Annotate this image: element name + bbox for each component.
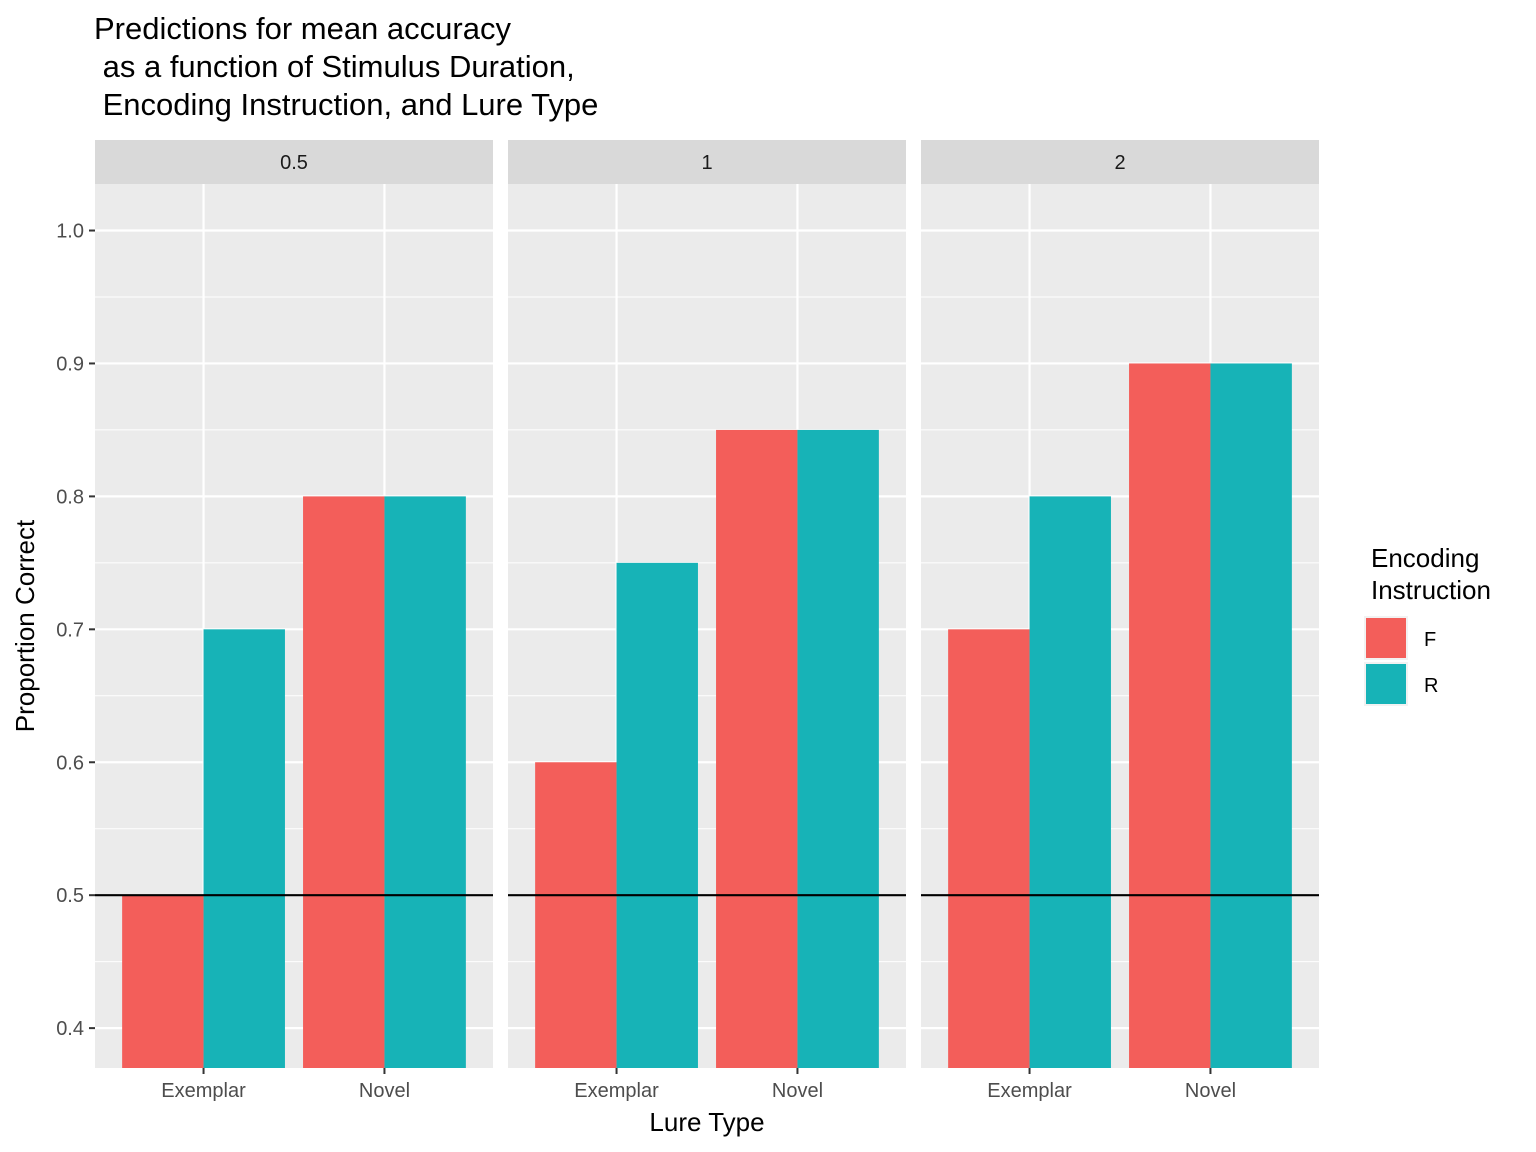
x-axis: Exemplar Novel Exemplar Novel Exemplar Novel bbox=[161, 1068, 1236, 1102]
legend-label-R: R bbox=[1424, 675, 1438, 697]
y-tick-label: 0.5 bbox=[56, 885, 84, 907]
bar-R-novel bbox=[797, 429, 879, 1068]
x-tick-label: Novel bbox=[359, 1080, 410, 1102]
facet-strip-label: 1 bbox=[701, 152, 712, 174]
x-tick-label: Exemplar bbox=[987, 1080, 1072, 1102]
x-tick-label: Novel bbox=[772, 1080, 823, 1102]
bar-F-exemplar bbox=[948, 629, 1030, 1068]
facet-panel-2: 2 bbox=[921, 140, 1319, 1069]
y-axis: 0.4 0.5 0.6 0.7 0.8 0.9 1.0 bbox=[56, 221, 95, 1040]
legend-key-R bbox=[1366, 664, 1406, 704]
y-tick-label: 0.8 bbox=[56, 486, 84, 508]
bar-F-exemplar bbox=[535, 762, 617, 1068]
x-tick-label: Novel bbox=[1185, 1080, 1236, 1102]
y-tick-label: 0.6 bbox=[56, 752, 84, 774]
facet-strip bbox=[921, 140, 1319, 184]
bar-R-exemplar bbox=[616, 562, 698, 1068]
facet-panel-1: 1 bbox=[508, 140, 906, 1068]
chart-title-line-1: Predictions for mean accuracy bbox=[94, 11, 511, 46]
bar-F-exemplar bbox=[122, 895, 204, 1068]
legend-title-line-1: Encoding bbox=[1371, 543, 1479, 573]
x-axis-title: Lure Type bbox=[649, 1107, 764, 1137]
bar-F-novel bbox=[1129, 363, 1211, 1069]
y-tick-label: 0.9 bbox=[56, 353, 84, 375]
bar-R-exemplar bbox=[1029, 496, 1111, 1068]
y-axis-title: Proportion Correct bbox=[10, 519, 40, 732]
chart-title: Predictions for mean accuracy as a funct… bbox=[94, 11, 598, 122]
facet-strip-label: 0.5 bbox=[280, 152, 308, 174]
legend-title-line-2: Instruction bbox=[1371, 575, 1491, 605]
bar-F-novel bbox=[303, 496, 385, 1068]
y-tick-label: 1.0 bbox=[56, 221, 84, 243]
chart-title-line-2: as a function of Stimulus Duration, bbox=[94, 49, 575, 84]
legend: Encoding Instruction F R bbox=[1364, 543, 1491, 706]
facet-strip-label: 2 bbox=[1114, 152, 1125, 174]
y-tick-label: 0.4 bbox=[56, 1018, 84, 1040]
bar-R-exemplar bbox=[203, 629, 285, 1068]
facet-panel-0.5: 0.5 bbox=[95, 140, 493, 1068]
legend-label-F: F bbox=[1424, 629, 1436, 651]
bar-R-novel bbox=[384, 496, 466, 1068]
legend-key-F bbox=[1366, 618, 1406, 658]
bar-R-novel bbox=[1210, 363, 1292, 1069]
bar-F-novel bbox=[716, 429, 798, 1068]
facet-strip bbox=[95, 140, 493, 184]
y-tick-label: 0.7 bbox=[56, 619, 84, 641]
chart-title-line-3: Encoding Instruction, and Lure Type bbox=[94, 87, 598, 122]
facet-strip bbox=[508, 140, 906, 184]
x-tick-label: Exemplar bbox=[574, 1080, 659, 1102]
x-tick-label: Exemplar bbox=[161, 1080, 246, 1102]
facet-panels: 0.5 1 2 bbox=[95, 140, 1319, 1069]
